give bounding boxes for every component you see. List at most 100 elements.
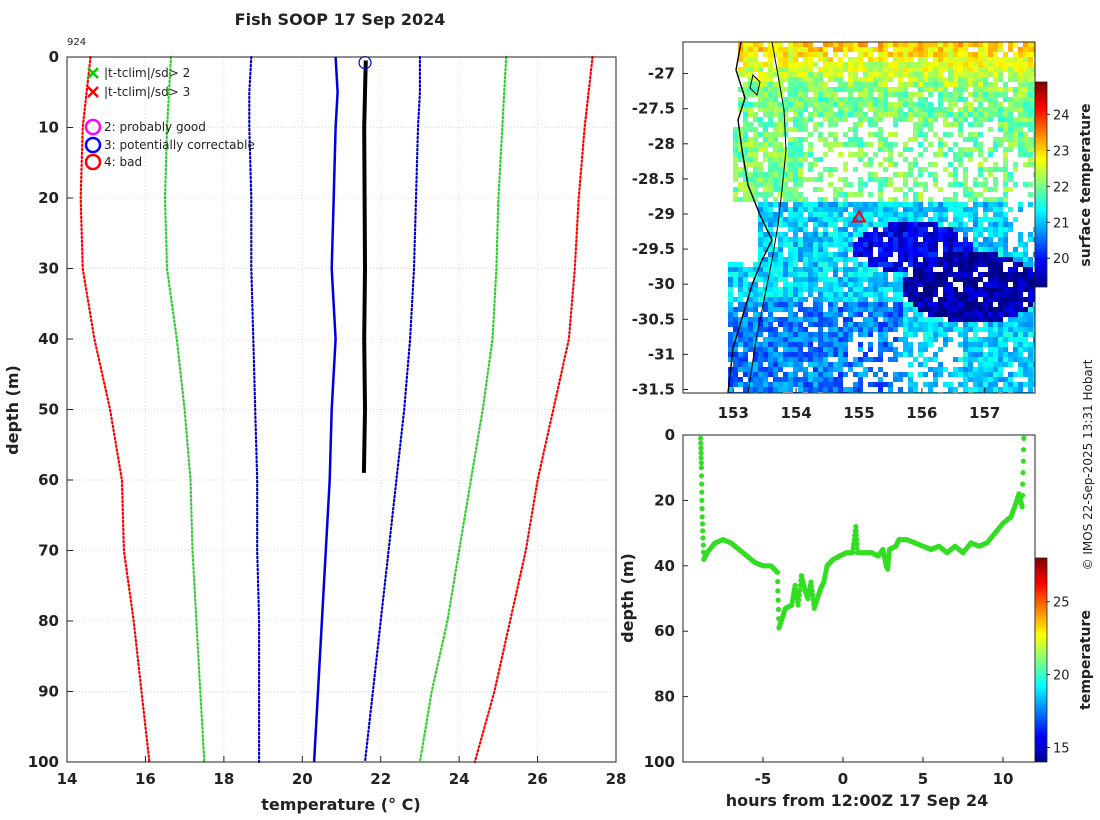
sst-cell — [978, 247, 983, 252]
sst-cell — [933, 302, 938, 307]
sst-cell — [823, 287, 828, 292]
sst-cell — [728, 307, 733, 312]
sst-cell — [968, 287, 973, 292]
sst-cell — [913, 52, 918, 57]
sst-cell — [893, 217, 898, 222]
sst-cell — [778, 262, 783, 267]
sst-cell — [1033, 252, 1035, 257]
sst-cell — [803, 157, 808, 162]
sst-cell — [813, 217, 818, 222]
sst-cell — [953, 172, 958, 177]
sst-cell — [918, 127, 923, 132]
sst-cell — [828, 107, 833, 112]
sst-cell — [888, 227, 893, 232]
sst-cell — [838, 192, 843, 197]
sst-cell — [833, 332, 838, 337]
sst-cell — [778, 237, 783, 242]
sst-cell — [818, 177, 823, 182]
sst-cell — [1023, 162, 1028, 167]
sst-cell — [823, 322, 828, 327]
sst-cell — [863, 322, 868, 327]
sst-cell — [953, 212, 958, 217]
sst-cell — [1028, 162, 1033, 167]
sst-cell — [773, 47, 778, 52]
sst-cell — [993, 247, 998, 252]
sst-cell — [888, 307, 893, 312]
sst-cell — [793, 242, 798, 247]
sst-cell — [933, 67, 938, 72]
sst-cell — [763, 92, 768, 97]
sst-cell — [848, 182, 853, 187]
sst-cell — [943, 292, 948, 297]
sst-cell — [843, 52, 848, 57]
sst-cell — [783, 302, 788, 307]
sst-cell — [973, 372, 978, 377]
sst-cell — [808, 67, 813, 72]
sst-cell — [953, 307, 958, 312]
sst-cell — [968, 42, 973, 47]
sst-cell — [878, 307, 883, 312]
sst-cell — [988, 42, 993, 47]
sst-cell — [963, 297, 968, 302]
sst-cell — [843, 142, 848, 147]
sst-cell — [928, 322, 933, 327]
sst-cell — [733, 272, 738, 277]
sst-cell — [778, 277, 783, 282]
sst-cell — [883, 342, 888, 347]
sst-cell — [763, 297, 768, 302]
sst-cell — [813, 52, 818, 57]
sst-cell — [1008, 252, 1013, 257]
sst-cell — [878, 132, 883, 137]
sst-cell — [1033, 42, 1035, 47]
sst-cell — [813, 77, 818, 82]
profile-legend: |t-tclim|/sd> 2|t-tclim|/sd> 32: probabl… — [84, 66, 255, 171]
sst-cell — [898, 172, 903, 177]
sst-cell — [848, 192, 853, 197]
sst-cell — [843, 237, 848, 242]
sst-cell — [963, 317, 968, 322]
sst-cell — [833, 192, 838, 197]
legend-item-label: |t-tclim|/sd> 2 — [104, 66, 190, 80]
sst-cell — [868, 97, 873, 102]
sst-cell — [908, 77, 913, 82]
sst-cell — [878, 242, 883, 247]
sst-cell — [1028, 57, 1033, 62]
sst-cell — [868, 267, 873, 272]
sst-cell — [963, 117, 968, 122]
sst-cell — [873, 207, 878, 212]
sst-cell — [733, 132, 738, 137]
sst-cell — [943, 122, 948, 127]
sst-cell — [758, 312, 763, 317]
sst-cell — [848, 367, 853, 372]
sst-cell — [908, 292, 913, 297]
sst-cell — [933, 177, 938, 182]
sst-cell — [973, 367, 978, 372]
sst-cell — [753, 267, 758, 272]
sst-cell — [903, 52, 908, 57]
sst-cell — [1003, 122, 1008, 127]
sst-cell — [773, 197, 778, 202]
sst-cell — [1033, 382, 1035, 387]
sst-cell — [1018, 112, 1023, 117]
sst-cell — [983, 342, 988, 347]
sst-cell — [788, 192, 793, 197]
sst-cell — [963, 97, 968, 102]
sst-cell — [813, 307, 818, 312]
sst-cell — [1028, 152, 1033, 157]
sst-cell — [818, 332, 823, 337]
sst-cell — [848, 112, 853, 117]
sst-cell — [763, 187, 768, 192]
sst-cell — [973, 207, 978, 212]
sst-cell — [1033, 137, 1035, 142]
sst-cell — [793, 377, 798, 382]
sst-cell — [948, 107, 953, 112]
sst-cell — [953, 372, 958, 377]
sst-cell — [823, 202, 828, 207]
sst-cell — [893, 337, 898, 342]
map-y-tick-label: -27.5 — [632, 100, 675, 118]
sst-cell — [933, 107, 938, 112]
sst-cell — [828, 112, 833, 117]
sst-cell — [923, 347, 928, 352]
sst-cell — [1013, 127, 1018, 132]
sst-cell — [818, 72, 823, 77]
